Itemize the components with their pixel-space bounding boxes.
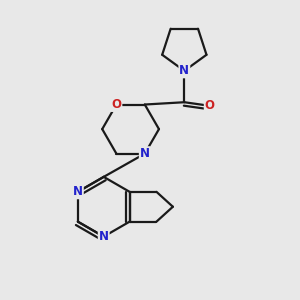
Text: N: N [73, 185, 83, 198]
Text: N: N [140, 147, 150, 160]
Text: N: N [179, 64, 189, 77]
Text: O: O [111, 98, 122, 111]
Text: O: O [205, 99, 215, 112]
Text: N: N [99, 230, 109, 243]
